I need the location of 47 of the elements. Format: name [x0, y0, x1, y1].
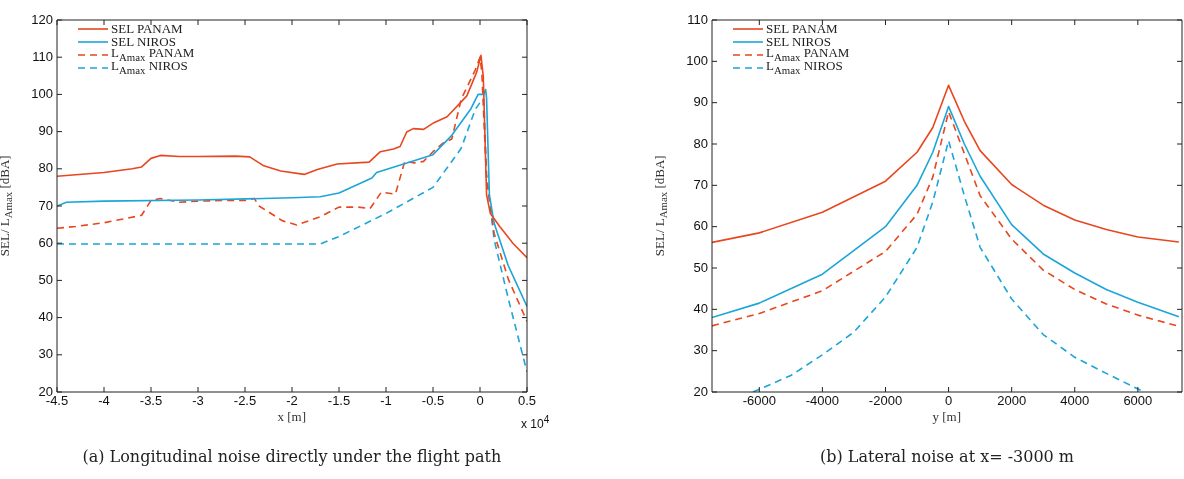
x-tick-label: 0 — [944, 393, 953, 409]
y-tick-label: 80 — [693, 135, 708, 151]
x-tick-label: 0 — [476, 393, 484, 409]
y-tick-label: 30 — [693, 342, 708, 358]
y-tick-label: 120 — [31, 11, 53, 27]
y-tick-label: 20 — [693, 383, 708, 399]
x-tick-label: -4 — [98, 393, 110, 409]
y-tick-label: 110 — [32, 48, 53, 64]
x-tick-label: -6000 — [742, 393, 776, 409]
x-tick-label: 2000 — [997, 393, 1027, 409]
y-tick-label: 70 — [693, 176, 708, 192]
x-tick-label: -3 — [192, 393, 204, 409]
y-tick-label: 40 — [38, 309, 53, 325]
y-tick-label: 100 — [31, 85, 53, 101]
x-tick-label: 0.5 — [517, 393, 537, 409]
x-tick-label: -1 — [380, 393, 392, 409]
x-tick-label: -4000 — [805, 393, 840, 409]
text: x 10$^{4}$ — [521, 414, 550, 431]
y-tick-label: 60 — [38, 234, 53, 250]
y-tick-label: 50 — [693, 259, 708, 275]
legend-label: SEL NIROS — [111, 34, 176, 49]
x-axis-title: y [m] — [932, 409, 962, 425]
x-tick-label: -3.5 — [139, 393, 163, 409]
y-tick-label: 110 — [687, 11, 708, 27]
y-tick-label: 80 — [38, 160, 53, 176]
y-tick-label: 20 — [38, 383, 53, 399]
legend-label: SEL NIROS — [766, 34, 831, 49]
legend-label: SEL PANAM — [111, 21, 183, 36]
x-tick-label: -2 — [286, 393, 298, 409]
x-tick-label: -0.5 — [421, 393, 445, 409]
y-tick-label: 90 — [38, 123, 53, 139]
x-tick-label: 4000 — [1060, 393, 1090, 409]
legend-label: SEL PANAM — [766, 21, 838, 36]
x-tick-label: -2.5 — [233, 393, 257, 409]
text: (a) Longitudinal noise directly under the flight path — [82, 447, 502, 466]
y-tick-label: 70 — [38, 197, 53, 213]
y-tick-label: 60 — [693, 218, 708, 234]
y-tick-label: 90 — [693, 94, 708, 110]
y-tick-label: 40 — [693, 300, 708, 316]
y-tick-label: 30 — [38, 346, 53, 362]
y-tick-label: 50 — [38, 271, 53, 287]
text: (b) Lateral noise at x= -3000 m — [820, 447, 1075, 466]
x-tick-label: 6000 — [1123, 393, 1153, 409]
x-tick-label: -2000 — [868, 393, 903, 409]
x-tick-label: -1.5 — [327, 393, 351, 409]
y-tick-label: 100 — [686, 52, 708, 68]
x-axis-title: x [m] — [277, 409, 307, 425]
